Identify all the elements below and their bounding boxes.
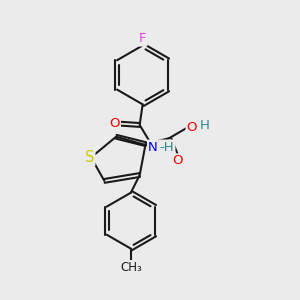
Text: O: O bbox=[187, 121, 197, 134]
Text: -H: -H bbox=[160, 141, 174, 154]
Text: N: N bbox=[148, 141, 158, 154]
Text: O: O bbox=[110, 117, 120, 130]
Text: S: S bbox=[85, 150, 94, 165]
Text: CH₃: CH₃ bbox=[120, 261, 142, 274]
Text: F: F bbox=[139, 32, 146, 46]
Text: H: H bbox=[200, 119, 209, 132]
Text: O: O bbox=[173, 154, 183, 167]
